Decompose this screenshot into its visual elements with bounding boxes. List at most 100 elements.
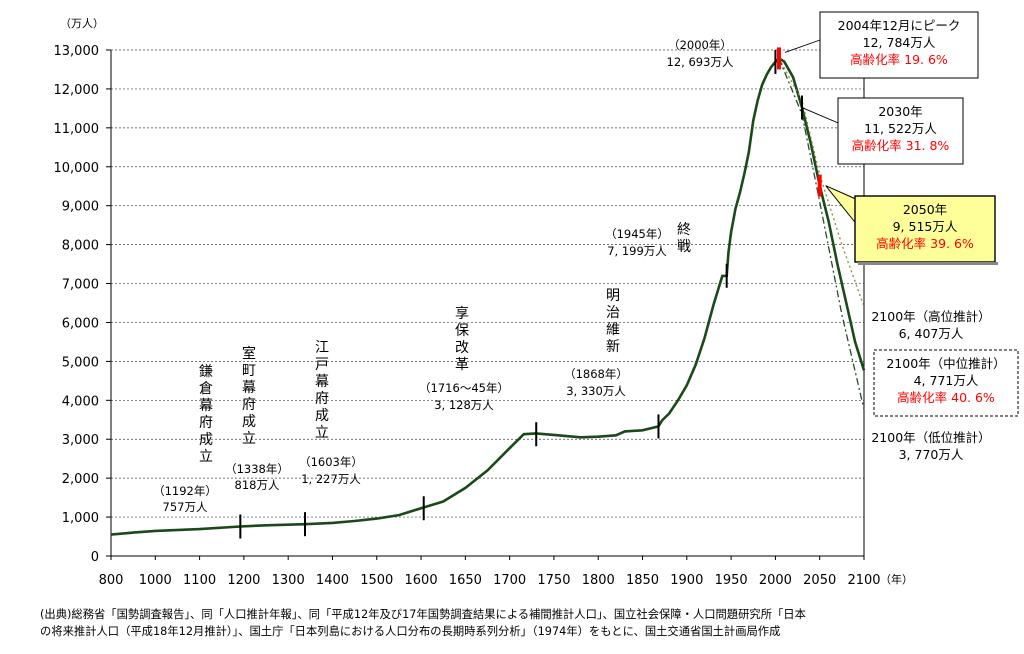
label-muromachi-title-char: 成 xyxy=(242,414,256,430)
label-kamakura-title-char: 鎌 xyxy=(199,364,213,380)
y-tick-label: 12,000 xyxy=(54,83,100,98)
label-muromachi-title-char: 立 xyxy=(242,431,256,447)
label-muromachi-title-char: 幕 xyxy=(242,380,256,396)
callout-text-2050: 2050年 xyxy=(903,202,947,217)
y-tick-label: 6,000 xyxy=(62,316,99,331)
grid-lines xyxy=(111,49,864,518)
label-kamakura-title-char: 幕 xyxy=(199,398,213,414)
label-edo-value: 1, 227万人 xyxy=(301,472,361,486)
label-meiji-title-char: 維 xyxy=(606,322,620,338)
y-tick-label: 11,000 xyxy=(54,122,100,137)
x-tick-label: 2000 xyxy=(759,573,792,588)
leader-peak xyxy=(784,39,821,53)
label-kamakura-title-char: 成 xyxy=(199,432,213,448)
label-high2100-line1: 2100年（高位推計） xyxy=(871,309,990,324)
annotation-labels: 鎌倉幕府成立（1192年）757万人室町幕府成立（1338年）818万人江戸幕府… xyxy=(153,11,1019,514)
label-shusen-title-char: 戦 xyxy=(677,239,691,255)
y-tick-label: 3,000 xyxy=(62,433,99,448)
x-tick-label: 1600 xyxy=(405,573,438,588)
series-line-dashdot xyxy=(778,58,865,410)
y-tick-label: 5,000 xyxy=(62,355,99,370)
label-edo-title-char: 成 xyxy=(315,408,329,424)
callout-text-2030: 高齢化率 31. 8% xyxy=(852,138,950,153)
label-edo-title-char: 幕 xyxy=(315,374,329,390)
source-line-1: (出典)総務省「国勢調査報告」、同「人口推計年報」、同「平成12年及び17年国勢… xyxy=(40,608,806,621)
callout-text-2030: 11, 522万人 xyxy=(864,121,937,136)
x-tick-label: 1000 xyxy=(139,573,172,588)
label-low2100-line2: 3, 770万人 xyxy=(899,447,964,462)
callout-text-mid2100: 高齢化率 40. 6% xyxy=(897,390,995,405)
label-kamakura-value: 757万人 xyxy=(163,500,208,514)
callout-box-mid2100 xyxy=(873,349,1019,417)
series-lines xyxy=(110,56,866,536)
x-tick-label: 1200 xyxy=(227,573,260,588)
x-tick-label: 2100 xyxy=(847,573,880,588)
x-tick-label: 1900 xyxy=(670,573,703,588)
label-kyoho-year: （1716～45年） xyxy=(419,381,509,395)
source-note: (出典)総務省「国勢調査報告」、同「人口推計年報」、同「平成12年及び17年国勢… xyxy=(40,606,1000,640)
callout-box-peak xyxy=(819,11,979,79)
x-tick-label: 800 xyxy=(99,573,124,588)
y-tick-label: 0 xyxy=(91,550,99,565)
callout-text-peak: 高齢化率 19. 6% xyxy=(850,52,948,67)
x-tick-label: 1500 xyxy=(360,573,393,588)
x-tick-label: 1950 xyxy=(715,573,748,588)
source-line-2: の将来推計人口（平成18年12月推計）」、国土庁「日本列島における人口分布の長期… xyxy=(40,625,781,638)
callout-text-2050: 高齢化率 39. 6% xyxy=(876,236,974,251)
x-tick-label: 1800 xyxy=(582,573,615,588)
label-kyoho-title-char: 享 xyxy=(455,305,469,322)
label-shusen-title: 終戦 xyxy=(677,222,691,255)
x-tick-label: 1700 xyxy=(493,573,526,588)
y-tick-labels: 0 1,000 2,000 3,000 4,000 5,000 6,000 7,000 8,00… xyxy=(54,44,100,565)
y-tick-label: 7,000 xyxy=(62,278,99,293)
series-line-solid xyxy=(110,56,866,536)
x-tick-label: 1850 xyxy=(626,573,659,588)
x-tick-label: 2050 xyxy=(803,573,836,588)
y-tick-label: 13,000 xyxy=(54,44,100,59)
event-markers xyxy=(239,47,822,539)
label-kyoho-title-char: 革 xyxy=(455,357,469,373)
label-meiji-title-char: 治 xyxy=(606,305,620,321)
label-meiji-value: 3, 330万人 xyxy=(566,384,626,398)
callout-text-mid2100: 4, 771万人 xyxy=(914,373,979,388)
label-edo-title-char: 戸 xyxy=(315,357,329,373)
callout-shadow-2050 xyxy=(858,262,998,265)
label-kyoho-title-char: 改 xyxy=(455,340,469,356)
callout-box-2030 xyxy=(837,97,964,165)
callout-text-2050: 9, 515万人 xyxy=(893,219,958,234)
callout-text-2030: 2030年 xyxy=(878,104,922,119)
label-muromachi-title-char: 室 xyxy=(242,345,256,362)
label-kyoho-title-char: 保 xyxy=(455,323,469,339)
label-shusen-value: 7, 199万人 xyxy=(607,244,667,258)
label-meiji-title-char: 明 xyxy=(606,288,620,304)
label-kyoho-value: 3, 128万人 xyxy=(434,398,494,412)
y-tick-label: 8,000 xyxy=(62,239,99,254)
label-edo-title-char: 立 xyxy=(315,425,329,441)
x-tick-label: 1750 xyxy=(537,573,570,588)
callout-box-2050 xyxy=(854,195,996,263)
y-tick-label: 9,000 xyxy=(62,200,99,215)
label-muromachi-year: （1338年） xyxy=(225,462,289,476)
x-tick-label: 1100 xyxy=(183,573,216,588)
label-low2100-line1: 2100年（低位推計） xyxy=(871,430,990,445)
label-muromachi-title-char: 府 xyxy=(242,397,256,413)
label-edo-year: （1603年） xyxy=(299,455,363,469)
x-tick-label: 1300 xyxy=(272,573,305,588)
axes xyxy=(106,49,865,560)
label-shusen-title-char: 終 xyxy=(677,222,691,238)
callout-text-peak: 12, 784万人 xyxy=(863,35,936,50)
label-shusen-year: （1945年） xyxy=(605,227,669,241)
y-tick-label: 10,000 xyxy=(54,161,100,176)
label-muromachi-value: 818万人 xyxy=(235,478,280,492)
label-kamakura-title-char: 倉 xyxy=(199,381,213,397)
x-tick-labels: 800 1000 1100 1200 1300 1400 1500 1600 1650 1700 1… xyxy=(99,573,881,588)
x-tick-label: 1650 xyxy=(449,573,482,588)
